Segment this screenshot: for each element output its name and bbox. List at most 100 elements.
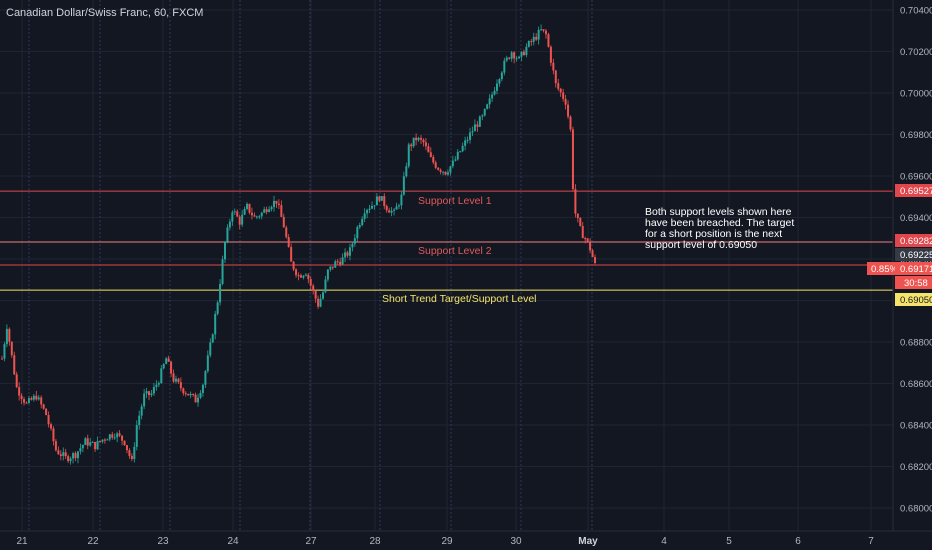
candle-body [324, 279, 327, 293]
support-2-tag: 0.69282 [900, 236, 932, 247]
candle-body [530, 41, 533, 43]
candle-body [513, 52, 516, 59]
candle-body [371, 205, 374, 209]
time-tick-label: 27 [305, 536, 317, 547]
candle-body [420, 137, 423, 140]
candle-body [429, 152, 432, 158]
support-1-tag-bg [895, 184, 932, 197]
candle-body [368, 208, 371, 210]
candle-body [439, 169, 442, 172]
candle-body [13, 355, 16, 375]
candle-body [461, 145, 464, 152]
annotation-line-4: support level of 0.69050 [645, 239, 757, 251]
candle-body [282, 216, 285, 228]
candle-body [160, 368, 163, 384]
candle-body [125, 445, 128, 451]
candle-body [272, 200, 275, 208]
time-tick-label: 7 [868, 536, 874, 547]
countdown-tag: 30:58 [904, 278, 928, 289]
candle-body [216, 302, 219, 314]
candle-body [402, 176, 405, 195]
candle-body [319, 298, 322, 307]
candle-body [280, 205, 283, 217]
price-tick-label: 0.70400 [900, 6, 932, 17]
target-level-label: Short Trend Target/Support Level [382, 293, 537, 305]
price-tick-label: 0.69800 [900, 130, 932, 141]
candle-body [290, 246, 293, 262]
candle-body [579, 218, 582, 227]
candle-body [473, 124, 476, 132]
time-tick-label: 5 [726, 536, 732, 547]
candle-body [574, 189, 577, 214]
candle-body [69, 458, 72, 462]
annotation-line-3: for a short position is the next [645, 228, 782, 240]
candle-body [64, 452, 67, 457]
candle-body [32, 395, 35, 400]
candle-body [211, 334, 214, 343]
candle-body [348, 247, 351, 256]
candle-body [297, 275, 300, 277]
candle-body [505, 57, 508, 61]
candle-body [361, 218, 364, 226]
candle-body [194, 394, 197, 403]
candle-body [94, 441, 97, 450]
candle-body [469, 132, 472, 140]
candle-body [395, 206, 398, 210]
candle-body [557, 83, 560, 89]
candle-body [130, 455, 133, 459]
time-tick-label: 22 [87, 536, 99, 547]
candle-body [584, 238, 587, 240]
candle-body [121, 435, 124, 441]
time-tick-label: 30 [510, 536, 522, 547]
candle-body [148, 391, 151, 396]
candle-body [400, 194, 403, 206]
annotation-note[interactable]: Both support levels shown here have been… [645, 206, 794, 251]
candle-body [576, 213, 579, 219]
candle-body [250, 212, 253, 216]
candle-body [150, 393, 153, 396]
candle-body [116, 433, 119, 438]
candle-body [157, 383, 160, 385]
candle-body [182, 388, 185, 394]
candle-body [209, 342, 212, 356]
candle-body [3, 344, 6, 359]
candle-body [491, 94, 494, 99]
price-tick-label: 0.70200 [900, 47, 932, 58]
candle-body [167, 358, 170, 362]
candle-body [542, 29, 545, 31]
candle-body [464, 140, 467, 146]
candle-body [236, 211, 239, 217]
time-tick-label: 6 [795, 536, 801, 547]
price-tick-label: 0.69600 [900, 172, 932, 183]
candle-body [366, 209, 369, 214]
time-axis[interactable]: 21 22 23 24 27 28 29 30 May 4 5 6 7 [16, 536, 874, 547]
candle-body [486, 104, 489, 109]
candle-body [174, 378, 177, 382]
candle-body [189, 393, 192, 396]
candle-body [412, 137, 415, 147]
candle-body [344, 252, 347, 258]
change-tag: 0.85% [871, 264, 898, 275]
candle-body [268, 209, 271, 212]
candle-body [5, 328, 8, 345]
candle-body [466, 139, 469, 141]
candle-body [493, 90, 496, 95]
candle-body [15, 374, 18, 388]
candle-body [138, 415, 141, 426]
price-tick-label: 0.68600 [900, 379, 932, 390]
candle-body [260, 212, 263, 217]
candle-body [422, 139, 425, 143]
candle-body [549, 46, 552, 63]
countdown-tag-bg [895, 276, 932, 289]
candle-body [589, 241, 592, 251]
candle-body [228, 221, 231, 228]
candle-body [270, 207, 273, 210]
candle-body [483, 108, 486, 116]
candle-body [510, 52, 513, 59]
candle-body [177, 378, 180, 383]
candle-body [339, 261, 342, 265]
support-1-tag: 0.69527 [900, 186, 932, 197]
candle-body [591, 250, 594, 258]
candle-body [569, 116, 572, 130]
